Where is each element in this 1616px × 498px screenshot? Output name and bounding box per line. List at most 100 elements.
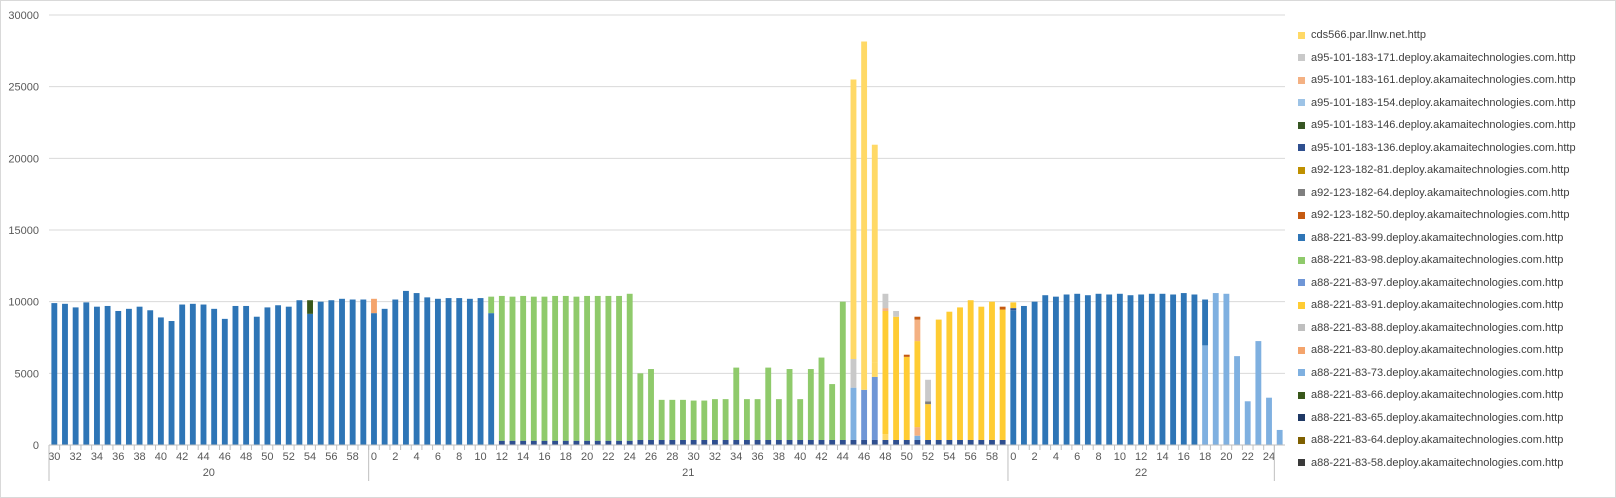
bar-segment <box>882 439 889 445</box>
bar-stack <box>509 296 516 445</box>
bar-segment <box>680 399 686 440</box>
legend-swatch <box>1298 234 1305 242</box>
x-tick-label: 48 <box>879 451 891 463</box>
bar-stack <box>424 297 431 445</box>
bar-segment <box>871 362 878 377</box>
bar-segment <box>371 298 377 314</box>
x-tick-label: 32 <box>70 451 82 463</box>
bar-segment <box>765 367 772 440</box>
bar-segment <box>1234 356 1240 445</box>
bar-stack <box>168 321 175 445</box>
bar-segment <box>1074 293 1081 445</box>
y-tick-label: 25000 <box>8 82 39 94</box>
bar-segment <box>946 311 953 440</box>
bar-stack <box>626 293 633 445</box>
bar-stack <box>1244 401 1251 445</box>
bar-segment <box>999 306 1006 310</box>
bar-segment <box>1276 429 1283 445</box>
bar-stack <box>573 296 580 445</box>
legend-label: a88-221-83-91.deploy.akamaitechnologies.… <box>1311 299 1564 312</box>
bar-stack <box>189 303 196 445</box>
legend-item: a95-101-183-146.deploy.akamaitechnologie… <box>1298 114 1608 137</box>
bar-segment <box>712 399 718 440</box>
legend-label: a88-221-83-66.deploy.akamaitechnologies.… <box>1311 389 1564 402</box>
bar-segment <box>509 440 516 445</box>
bar-stack <box>1266 397 1272 445</box>
bar-segment <box>1010 308 1017 311</box>
bar-stack <box>967 300 974 445</box>
bar-stack <box>317 301 324 445</box>
bar-stack <box>445 298 452 445</box>
bar-stack <box>829 384 836 445</box>
x-tick-label: 22 <box>1242 451 1254 463</box>
bar-stack <box>147 310 154 445</box>
legend-swatch <box>1298 189 1305 197</box>
bar-segment <box>722 399 729 440</box>
y-tick-label: 0 <box>33 440 39 452</box>
bar-segment <box>1255 341 1262 445</box>
bar-stack <box>253 316 260 445</box>
bar-segment <box>466 298 473 445</box>
bar-segment <box>914 439 921 445</box>
x-tick-label: 0 <box>371 451 377 463</box>
x-tick-label: 44 <box>197 451 209 463</box>
bar-segment <box>786 369 793 440</box>
bar-segment <box>179 304 186 445</box>
bar-stack <box>722 399 729 445</box>
bar-segment <box>72 307 79 445</box>
bar-stack <box>530 296 537 445</box>
bar-stack <box>743 399 750 445</box>
bar-segment <box>1042 295 1049 445</box>
x-tick-label: 50 <box>261 451 273 463</box>
x-tick-label: 8 <box>456 451 462 463</box>
bar-segment <box>978 439 985 445</box>
bar-stack <box>200 304 207 445</box>
legend-item: a88-221-83-91.deploy.akamaitechnologies.… <box>1298 294 1608 317</box>
bar-segment <box>957 439 963 445</box>
x-tick-label: 20 <box>1220 451 1232 463</box>
bar-stack <box>914 316 921 445</box>
bar-segment <box>914 316 921 320</box>
x-tick-label: 56 <box>325 451 337 463</box>
bar-segment <box>893 439 900 445</box>
bar-stack <box>1191 294 1198 445</box>
bar-stack <box>648 369 654 445</box>
bar-stack <box>434 298 441 445</box>
bar-stack <box>701 400 708 445</box>
bar-segment <box>616 440 622 445</box>
legend-item: a92-123-182-81.deploy.akamaitechnologies… <box>1298 159 1608 182</box>
bar-segment <box>51 303 58 445</box>
x-tick-label: 10 <box>1114 451 1126 463</box>
legend-swatch <box>1298 256 1305 264</box>
x-tick-label: 44 <box>837 451 849 463</box>
bar-stack <box>94 306 100 445</box>
bar-stack <box>381 308 388 445</box>
bar-segment <box>925 379 931 402</box>
legend-item: a88-221-83-97.deploy.akamaitechnologies.… <box>1298 272 1608 295</box>
bar-segment <box>307 313 313 445</box>
legend-label: a95-101-183-171.deploy.akamaitechnologie… <box>1311 51 1576 64</box>
bar-segment <box>850 359 857 388</box>
legend-label: a92-123-182-81.deploy.akamaitechnologies… <box>1311 164 1570 177</box>
bar-segment <box>850 439 857 445</box>
legend-label: cds566.par.llnw.net.http <box>1311 29 1426 42</box>
bar-segment <box>850 387 857 440</box>
bar-segment <box>733 367 740 440</box>
bar-stack <box>925 379 931 445</box>
bar-segment <box>616 295 622 441</box>
bar-stack <box>125 308 132 445</box>
bar-segment <box>935 439 942 445</box>
bar-segment <box>232 305 239 445</box>
bar-segment <box>285 306 292 445</box>
bar-stack <box>562 295 569 445</box>
bar-stack <box>594 295 601 445</box>
legend-swatch <box>1298 99 1305 107</box>
x-tick-label: 34 <box>91 451 103 463</box>
legend-swatch <box>1298 459 1305 467</box>
x-tick-label: 10 <box>474 451 486 463</box>
bar-stack <box>232 305 239 445</box>
bar-segment <box>1031 301 1038 445</box>
bar-stack <box>797 399 804 445</box>
x-tick-label: 42 <box>176 451 188 463</box>
